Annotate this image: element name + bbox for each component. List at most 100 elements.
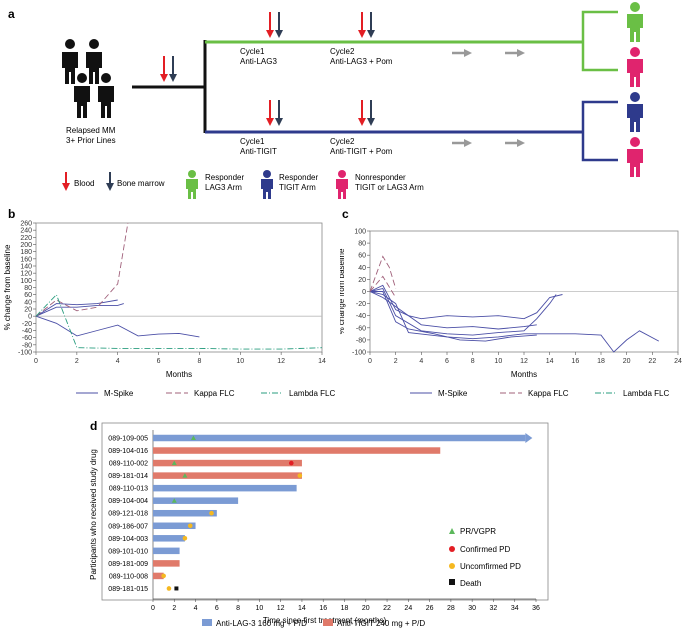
unconfirmed-pd-marker xyxy=(161,573,166,579)
y-tick-label: -40 xyxy=(22,328,32,335)
tigit-cycle2-title: Cycle2 xyxy=(330,137,355,146)
legend-pr-vgpr-swatch xyxy=(449,528,455,534)
series-line-m-spike xyxy=(369,284,563,320)
x-tick-label: 22 xyxy=(648,358,656,365)
x-tick-label: 18 xyxy=(597,358,605,365)
panel-a-schema: a Relapsed MM 3+ Prior Lines xyxy=(8,2,643,199)
legend-responder-tigit-l2: TIGIT Arm xyxy=(279,183,316,192)
y-tick-label: 180 xyxy=(20,249,32,256)
responder-tigit-icon xyxy=(627,92,643,132)
continuation-arrows xyxy=(452,49,525,147)
nonresponder-lag3-icon xyxy=(627,47,643,87)
legend-unconfirmed-pd-label: Uncomfirmed PD xyxy=(460,562,521,571)
y-tick-label: 260 xyxy=(20,221,32,228)
blood-arrow-icon xyxy=(62,172,70,191)
legend-label: M-Spike xyxy=(438,389,468,398)
x-tick-label: 12 xyxy=(277,605,285,612)
y-tick-label: 60 xyxy=(24,292,32,299)
x-tick-label: 0 xyxy=(151,605,155,612)
baseline-sampling-arrows xyxy=(160,56,177,82)
y-tick-label: 120 xyxy=(20,271,32,278)
series-line-m-spike xyxy=(369,291,660,353)
panel-b-label: b xyxy=(8,207,15,221)
legend-blood-label: Blood xyxy=(74,179,94,188)
x-tick-label: 12 xyxy=(520,358,528,365)
x-tick-label: 10 xyxy=(255,605,263,612)
tigit-cycle2-drug: Anti-TIGIT + Pom xyxy=(330,147,393,156)
plot-frame xyxy=(101,422,549,601)
x-tick-label: 8 xyxy=(471,358,475,365)
duration-bar xyxy=(153,459,302,467)
x-tick-label: 2 xyxy=(75,358,79,365)
participant-label: 089-104-003 xyxy=(108,536,148,543)
unconfirmed-pd-marker xyxy=(209,510,214,516)
pr-vgpr-marker xyxy=(171,498,177,503)
x-tick-label: 30 xyxy=(468,605,476,612)
y-tick-label: 20 xyxy=(24,307,32,314)
x-tick-label: 6 xyxy=(215,605,219,612)
x-tick-label: 22 xyxy=(383,605,391,612)
x-tick-label: 24 xyxy=(674,358,682,365)
y-tick-label: 40 xyxy=(358,265,366,272)
x-tick-label: 18 xyxy=(341,605,349,612)
y-tick-label: -20 xyxy=(356,301,366,308)
legend-nonresponder-l2: TIGIT or LAG3 Arm xyxy=(355,183,424,192)
participant-label: 089-104-016 xyxy=(108,448,148,455)
legend-label: Kappa FLC xyxy=(528,389,569,398)
pr-vgpr-marker xyxy=(190,435,196,440)
legend-unconfirmed-pd-swatch xyxy=(449,563,455,569)
legend-lag3-swatch xyxy=(202,619,212,626)
x-tick-label: 36 xyxy=(532,605,540,612)
y-tick-label: 240 xyxy=(20,228,32,235)
tigit-cycle2-sampling-arrows xyxy=(358,100,375,126)
legend-label: Lambda FLC xyxy=(623,389,669,398)
x-tick-label: 4 xyxy=(116,358,120,365)
legend-tigit-label: Anti-TIGIT 240 mg + P/D xyxy=(337,619,425,628)
lag3-cycle1-title: Cycle1 xyxy=(240,47,265,56)
y-tick-label: 100 xyxy=(354,229,366,236)
series-line-m-spike xyxy=(370,291,537,342)
x-tick-label: 16 xyxy=(571,358,579,365)
panel-d-label: d xyxy=(90,419,97,433)
y-tick-label: -40 xyxy=(356,313,366,320)
participant-label: 089-121-018 xyxy=(108,511,148,518)
y-tick-label: 20 xyxy=(358,277,366,284)
pr-vgpr-marker xyxy=(182,473,188,478)
legend-label: Kappa FLC xyxy=(194,389,235,398)
x-tick-label: 8 xyxy=(197,358,201,365)
legend-confirmed-pd-swatch xyxy=(449,546,455,552)
panel-c-label: c xyxy=(342,207,349,221)
legend-tigit-swatch xyxy=(323,619,333,626)
x-tick-label: 10 xyxy=(494,358,502,365)
series-line-kappa-flc xyxy=(369,255,397,292)
nonresponder-tigit-icon xyxy=(627,137,643,177)
duration-bar xyxy=(153,484,297,492)
participant-label: 089-110-013 xyxy=(109,486,148,493)
panel-b-chart: b 260240220200180160140120100806040200-2… xyxy=(3,207,335,398)
y-tick-label: -20 xyxy=(22,321,32,328)
x-tick-label: 12 xyxy=(277,358,285,365)
y-tick-label: 80 xyxy=(24,285,32,292)
participant-label: 089-186-007 xyxy=(108,523,148,530)
ongoing-arrow xyxy=(525,433,533,443)
duration-bar xyxy=(153,434,526,442)
y-tick-label: 0 xyxy=(362,289,366,296)
participant-label: 089-181-014 xyxy=(108,473,148,480)
y-tick-label: 220 xyxy=(20,235,32,242)
x-tick-label: 2 xyxy=(172,605,176,612)
lag3-cycle2-drug: Anti-LAG3 + Pom xyxy=(330,57,393,66)
tigit-outcome-branch xyxy=(581,100,618,162)
patients-label-line2: 3+ Prior Lines xyxy=(66,136,116,145)
legend-lag3-label: Anti-LAG-3 160 mg + P/D xyxy=(216,619,307,628)
x-tick-label: 4 xyxy=(419,358,423,365)
y-tick-label: 40 xyxy=(24,299,32,306)
legend-responder-lag3-l1: Responder xyxy=(205,173,244,182)
x-tick-label: 28 xyxy=(447,605,455,612)
participant-label: 089-110-008 xyxy=(109,573,148,580)
x-tick-label: 20 xyxy=(623,358,631,365)
duration-bar xyxy=(153,497,239,504)
series-line-kappa-flc xyxy=(35,222,129,317)
plot-frame xyxy=(35,222,323,353)
unconfirmed-pd-marker xyxy=(166,586,172,591)
y-tick-label: 160 xyxy=(20,256,32,263)
